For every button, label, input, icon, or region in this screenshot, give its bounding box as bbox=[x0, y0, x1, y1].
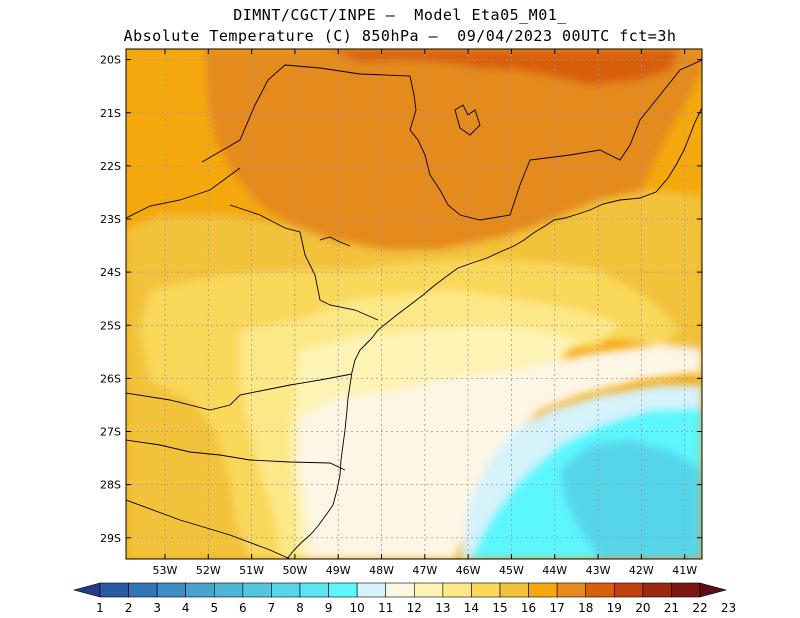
lat-tick-label: 25S bbox=[100, 319, 121, 332]
colorbar-label: 11 bbox=[378, 601, 393, 615]
colorbar-label: 4 bbox=[182, 601, 190, 615]
reservoir-outline bbox=[454, 104, 481, 136]
region-17-18 bbox=[205, 49, 702, 252]
lat-tick-label: 20S bbox=[100, 54, 121, 67]
colorbar-label: 8 bbox=[296, 601, 304, 615]
state-border-mg-sp bbox=[201, 59, 702, 221]
colorbar-swatch bbox=[585, 582, 615, 598]
map-frame bbox=[125, 48, 703, 560]
colorbar-swatch bbox=[499, 582, 529, 598]
lat-tick-label: 29S bbox=[100, 532, 121, 545]
colorbar-label: 2 bbox=[125, 601, 133, 615]
colorbar-swatch bbox=[72, 582, 101, 598]
colorbar-swatch bbox=[271, 582, 301, 598]
lat-tick-label: 23S bbox=[100, 213, 121, 226]
region-10-11 bbox=[460, 385, 702, 559]
lon-tick-label: 47W bbox=[412, 564, 437, 577]
colorbar-swatch bbox=[299, 582, 329, 598]
colorbar-swatch bbox=[671, 582, 701, 598]
colorbar-swatch bbox=[471, 582, 501, 598]
lat-tick-label: 27S bbox=[100, 426, 121, 439]
colorbar-label: 9 bbox=[325, 601, 333, 615]
lon-tick-label: 46W bbox=[456, 564, 481, 577]
colorbar-label: 10 bbox=[350, 601, 365, 615]
colorbar-label: 12 bbox=[407, 601, 422, 615]
coastlines-and-borders bbox=[126, 59, 702, 559]
lon-tick-label: 45W bbox=[499, 564, 524, 577]
colorbar-label: 13 bbox=[435, 601, 450, 615]
colorbar-swatch bbox=[442, 582, 472, 598]
lon-tick-label: 50W bbox=[282, 564, 307, 577]
colorbar-swatch bbox=[699, 582, 728, 598]
colorbar-label: 16 bbox=[521, 601, 536, 615]
state-border-pr-sc bbox=[126, 373, 353, 411]
colorbar-swatch bbox=[156, 582, 187, 598]
title-line-1: DIMNT/CGCT/INPE – Model Eta05_M01_ bbox=[233, 6, 567, 24]
colorbar-label: 21 bbox=[664, 601, 679, 615]
lon-tick-label: 43W bbox=[586, 564, 611, 577]
colorbar-label: 3 bbox=[153, 601, 161, 615]
region-18-19 bbox=[330, 49, 680, 85]
colorbar-label: 14 bbox=[464, 601, 479, 615]
coastline bbox=[286, 107, 702, 559]
colorbar-swatch bbox=[642, 582, 672, 598]
colorbar-label: 7 bbox=[268, 601, 276, 615]
colorbar-label: 6 bbox=[239, 601, 247, 615]
map-axes: 20S 21S 22S 23S 24S 25S 26S 27S 28S 29S 53W 52W 51W 5… bbox=[100, 49, 702, 577]
colorbar-swatch bbox=[528, 582, 558, 598]
colorbar-label: 17 bbox=[550, 601, 565, 615]
state-border-sc-rs bbox=[126, 439, 346, 471]
colorbar-swatch bbox=[556, 582, 587, 598]
state-border-sp-pr bbox=[229, 204, 379, 321]
colorbar-label: 5 bbox=[210, 601, 218, 615]
lat-tick-label: 28S bbox=[100, 479, 121, 492]
title-line-2: Absolute Temperature (C) 850hPa – 09/04/… bbox=[123, 27, 677, 45]
lat-tick-label: 21S bbox=[100, 107, 121, 120]
lon-tick-label: 48W bbox=[369, 564, 394, 577]
lon-tick-label: 51W bbox=[239, 564, 264, 577]
colorbar-swatch bbox=[242, 582, 272, 598]
colorbar-label: 18 bbox=[578, 601, 593, 615]
colorbar-label: 20 bbox=[635, 601, 650, 615]
colorbar-swatch bbox=[128, 582, 158, 598]
colorbar-swatch bbox=[99, 582, 129, 598]
colorbar-label: 23 bbox=[721, 601, 736, 615]
lon-tick-label: 44W bbox=[542, 564, 567, 577]
colorbar-label: 22 bbox=[692, 601, 707, 615]
lon-tick-label: 49W bbox=[326, 564, 351, 577]
colorbar-label: 19 bbox=[607, 601, 622, 615]
lon-tick-label: 53W bbox=[153, 564, 178, 577]
lat-tick-label: 22S bbox=[100, 160, 121, 173]
colorbar-swatch bbox=[356, 582, 387, 598]
colorbar-label: 15 bbox=[492, 601, 507, 615]
lon-tick-label: 42W bbox=[629, 564, 654, 577]
lat-tick-label: 26S bbox=[100, 372, 121, 385]
lat-tick-label: 24S bbox=[100, 266, 121, 279]
colorbar-swatch bbox=[613, 582, 644, 598]
colorbar-swatch bbox=[413, 582, 444, 598]
region-8-9b bbox=[610, 495, 702, 559]
lon-tick-label: 52W bbox=[196, 564, 221, 577]
colorbar-swatch bbox=[385, 582, 415, 598]
state-border-mt-sp bbox=[126, 167, 241, 219]
colorbar: 1 2 3 4 5 6 7 8 9 10 11 12 13 14 15 16 17 18 19 20 21 22 23 bbox=[72, 582, 736, 615]
colorbar-swatch bbox=[185, 582, 215, 598]
lon-tick-label: 41W bbox=[672, 564, 697, 577]
colorbar-swatch bbox=[213, 582, 244, 598]
temperature-field bbox=[126, 49, 702, 559]
colorbar-label: 1 bbox=[96, 601, 104, 615]
colorbar-swatch bbox=[328, 582, 358, 598]
river-outline bbox=[319, 236, 351, 247]
country-border bbox=[126, 499, 291, 559]
